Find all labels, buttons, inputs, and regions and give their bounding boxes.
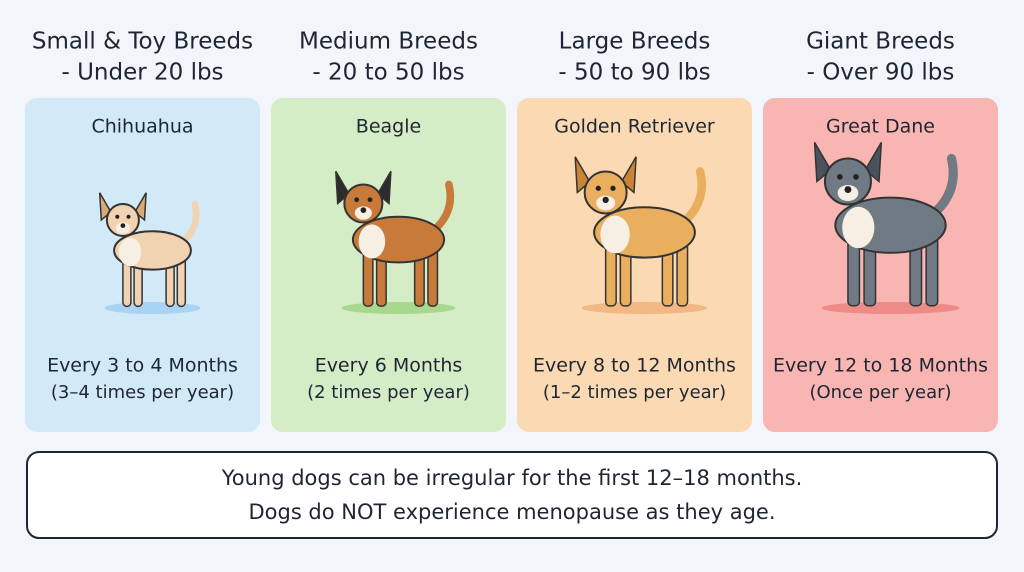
column-weight: - 50 to 90 lbs bbox=[558, 60, 710, 86]
breed-name: Beagle bbox=[356, 116, 421, 138]
dog-nose bbox=[360, 207, 367, 213]
note-line: Dogs do NOT experience menopause as they… bbox=[248, 500, 775, 524]
dog-eye bbox=[115, 214, 120, 219]
column-title: Giant Breeds bbox=[806, 29, 955, 55]
dog-chest bbox=[600, 215, 630, 254]
dog-eye bbox=[853, 174, 859, 180]
dog-eye bbox=[595, 185, 601, 191]
column-title: Medium Breeds bbox=[299, 29, 478, 55]
cycle-frequency: Every 8 to 12 Months bbox=[533, 355, 736, 377]
breed-column: Giant Breeds - Over 90 lbs Great Dane Every… bbox=[763, 29, 998, 432]
cycles-per-year: (2 times per year) bbox=[307, 382, 470, 403]
column-title: Large Breeds bbox=[559, 29, 711, 55]
dog-muzzle bbox=[115, 222, 131, 234]
dog-shadow bbox=[581, 302, 708, 314]
column-title: Small & Toy Breeds bbox=[32, 29, 253, 55]
dog-head bbox=[583, 170, 628, 215]
note-box bbox=[26, 451, 998, 539]
cycles-per-year: (Once per year) bbox=[809, 382, 951, 403]
breed-name: Chihuahua bbox=[91, 116, 193, 138]
cycles-per-year: (1–2 times per year) bbox=[543, 382, 726, 403]
dog-shadow bbox=[821, 302, 960, 314]
dog-eye bbox=[126, 214, 131, 219]
dog-muzzle bbox=[354, 206, 372, 220]
cycle-frequency: Every 12 to 18 Months bbox=[773, 355, 988, 377]
breed-name: Great Dane bbox=[826, 116, 935, 138]
dog-eye bbox=[837, 174, 843, 180]
column-weight: - Under 20 lbs bbox=[61, 60, 223, 86]
dog-shadow bbox=[341, 302, 456, 314]
dog-chest bbox=[118, 237, 142, 267]
dog-eye bbox=[367, 197, 373, 203]
dog-eye bbox=[610, 185, 616, 191]
column-weight: - Over 90 lbs bbox=[807, 60, 955, 86]
cycle-frequency: Every 6 Months bbox=[315, 355, 463, 377]
dog-eye bbox=[354, 197, 360, 203]
breed-name: Golden Retriever bbox=[554, 116, 715, 138]
breed-card bbox=[763, 98, 998, 432]
breed-card bbox=[517, 98, 752, 432]
dog-nose bbox=[844, 186, 852, 193]
dog-muzzle bbox=[837, 184, 859, 202]
breed-column: Medium Breeds - 20 to 50 lbs Beagle Every 6… bbox=[271, 29, 506, 432]
note-line: Young dogs can be irregular for the firs… bbox=[221, 466, 803, 490]
dog-nose bbox=[120, 223, 126, 229]
cycles-per-year: (3–4 times per year) bbox=[51, 382, 234, 403]
dog-head bbox=[343, 183, 384, 224]
dog-chest bbox=[358, 224, 386, 259]
dog-chest bbox=[842, 206, 875, 249]
cycle-frequency: Every 3 to 4 Months bbox=[47, 355, 238, 377]
dog-head bbox=[823, 157, 872, 206]
breed-column: Large Breeds - 50 to 90 lbs Golden Retriev… bbox=[517, 29, 752, 432]
column-weight: - 20 to 50 lbs bbox=[312, 60, 464, 86]
dog-nose bbox=[602, 196, 609, 204]
dog-head bbox=[105, 203, 140, 237]
breed-column: Small & Toy Breeds - Under 20 lbs Chihuahu… bbox=[25, 29, 260, 432]
dog-shadow bbox=[104, 302, 201, 314]
